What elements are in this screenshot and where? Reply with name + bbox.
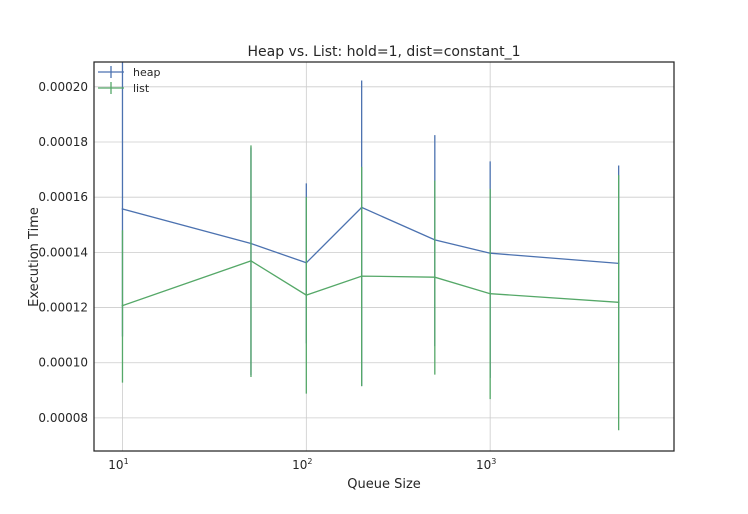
data-point-list bbox=[121, 304, 124, 307]
legend-label-list: list bbox=[133, 82, 150, 95]
x-axis-label: Queue Size bbox=[347, 477, 421, 492]
y-tick-label: 0.00008 bbox=[38, 411, 88, 425]
axis-ticks: 0.00008 0.00010 0.00012 0.00014 0.00016 0.000… bbox=[38, 80, 496, 472]
x-tick-label: 103 bbox=[476, 457, 496, 472]
data-point-list bbox=[433, 276, 436, 279]
data-point-list bbox=[617, 301, 620, 304]
x-tick-exponent: 3 bbox=[491, 457, 496, 466]
x-tick-exponent: 2 bbox=[307, 457, 312, 466]
x-tick-base: 10 bbox=[292, 458, 307, 472]
series-layer bbox=[121, 62, 620, 431]
gridlines bbox=[94, 62, 674, 451]
y-tick-label: 0.00014 bbox=[38, 245, 88, 259]
x-tick-label: 101 bbox=[108, 457, 128, 472]
y-tick-label: 0.00010 bbox=[38, 356, 88, 370]
y-axis-label: Execution Time bbox=[27, 207, 42, 307]
y-tick-label: 0.00012 bbox=[38, 301, 88, 315]
legend: heap list bbox=[98, 66, 160, 95]
series-heap bbox=[121, 62, 620, 387]
chart-title: Heap vs. List: hold=1, dist=constant_1 bbox=[248, 44, 521, 60]
data-point-list bbox=[360, 275, 363, 277]
data-point-heap bbox=[121, 208, 124, 210]
y-tick-label: 0.00020 bbox=[38, 80, 88, 94]
y-tick-label: 0.00018 bbox=[38, 135, 88, 149]
x-tick-exponent: 1 bbox=[124, 457, 129, 466]
plot-frame bbox=[93, 61, 675, 452]
data-point-list bbox=[250, 260, 252, 262]
y-tick-label: 0.00016 bbox=[38, 190, 88, 204]
legend-label-heap: heap bbox=[133, 66, 160, 79]
data-point-list bbox=[305, 294, 308, 297]
x-tick-base: 10 bbox=[108, 458, 123, 472]
series-line-heap bbox=[122, 206, 619, 265]
data-point-list bbox=[489, 292, 492, 295]
x-tick-base: 10 bbox=[476, 458, 491, 472]
x-tick-label: 102 bbox=[292, 457, 312, 472]
series-line-list bbox=[122, 260, 619, 307]
series-list bbox=[121, 145, 620, 431]
